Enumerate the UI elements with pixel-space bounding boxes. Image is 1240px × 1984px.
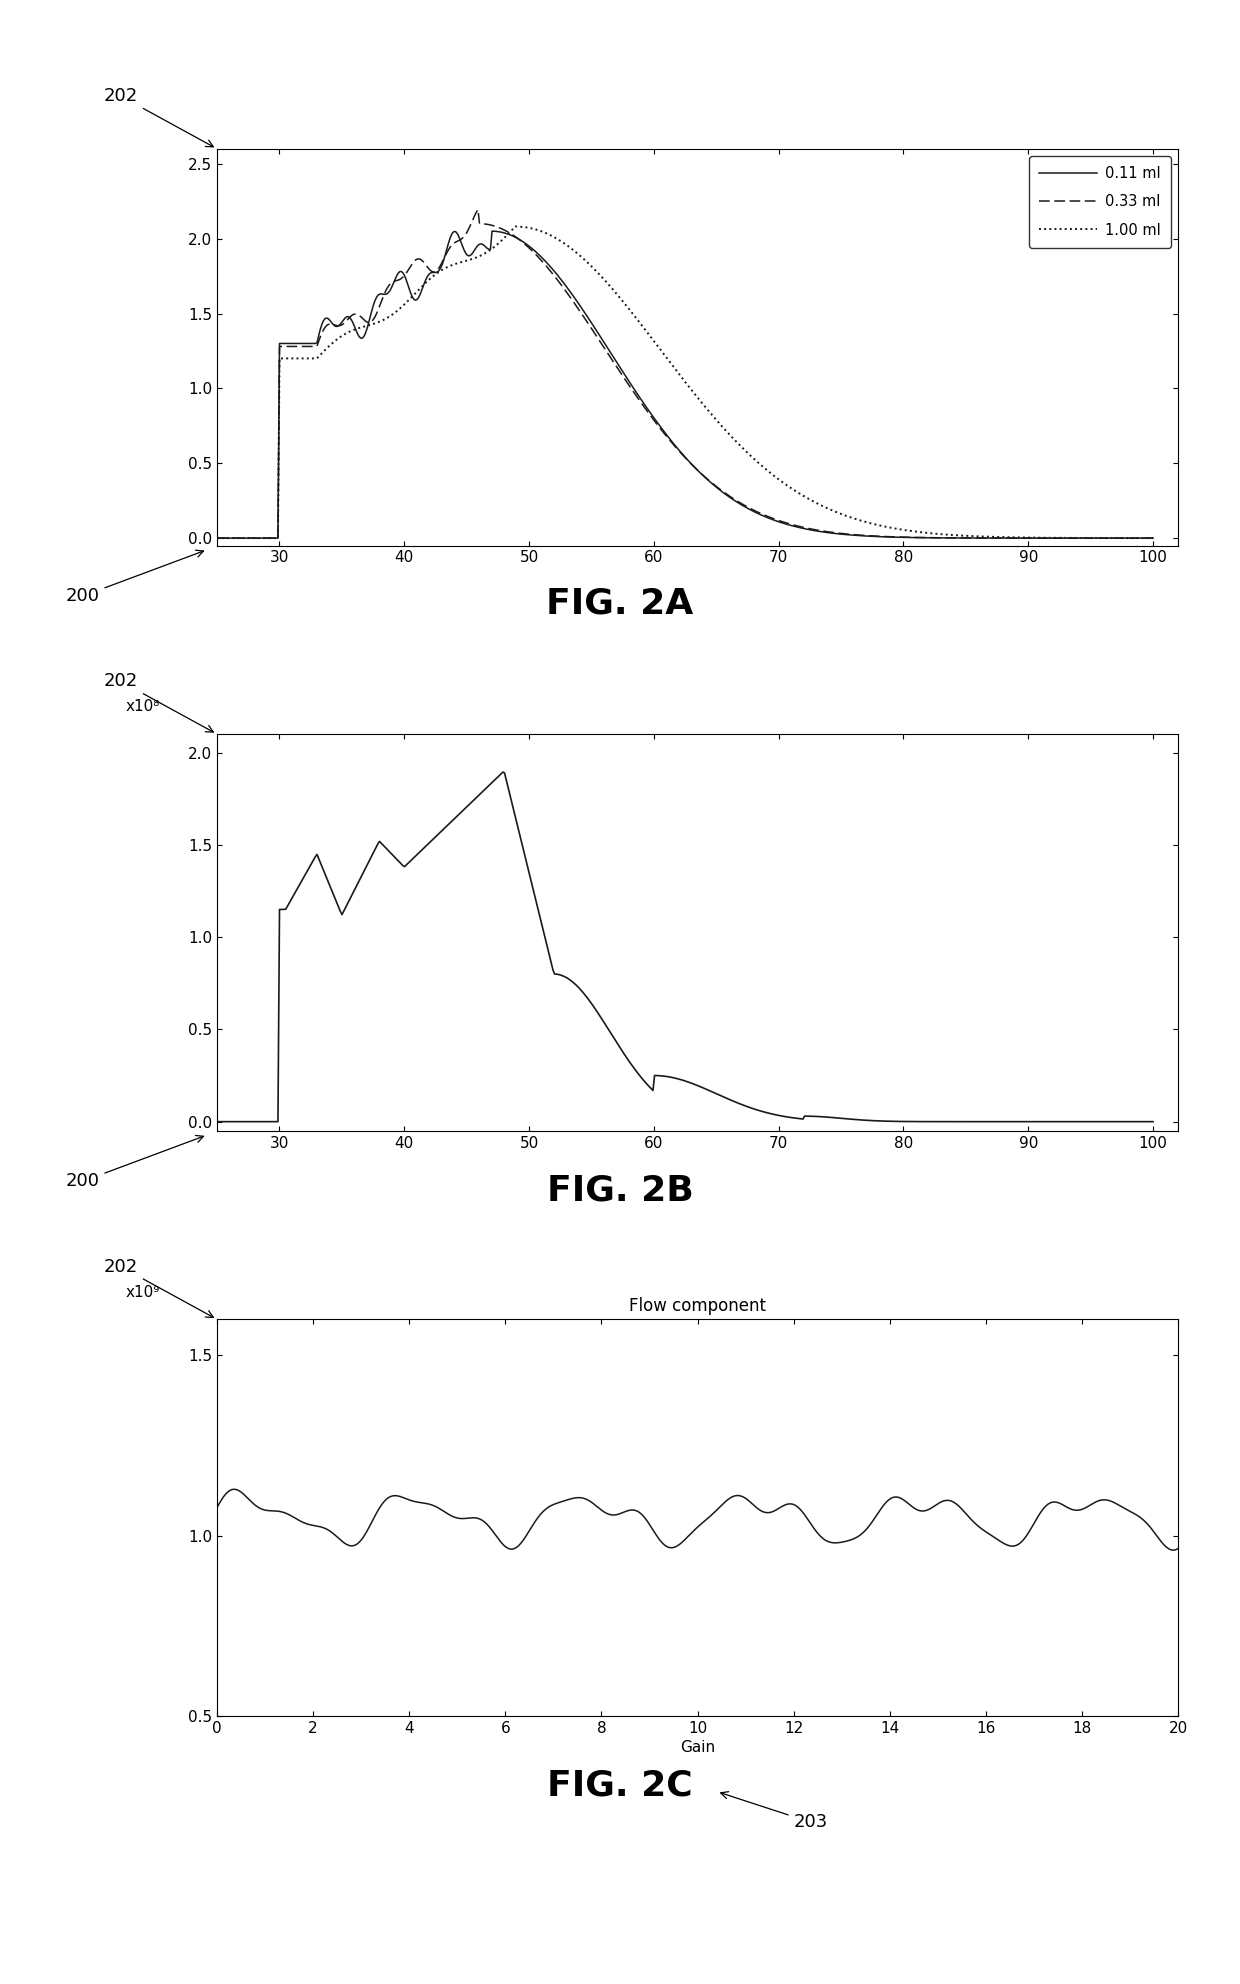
- Legend: 0.11 ml, 0.33 ml, 1.00 ml: 0.11 ml, 0.33 ml, 1.00 ml: [1029, 157, 1171, 248]
- Text: FIG. 2B: FIG. 2B: [547, 1173, 693, 1208]
- X-axis label: Gain: Gain: [680, 1740, 715, 1756]
- Text: 202: 202: [104, 87, 213, 147]
- Text: 202: 202: [104, 673, 213, 732]
- Text: x10⁸: x10⁸: [125, 698, 160, 714]
- Text: 200: 200: [66, 1135, 203, 1190]
- Text: FIG. 2C: FIG. 2C: [547, 1768, 693, 1803]
- Text: 202: 202: [104, 1258, 213, 1317]
- Text: FIG. 2A: FIG. 2A: [547, 585, 693, 621]
- Text: 200: 200: [66, 550, 203, 605]
- Text: 203: 203: [720, 1792, 828, 1831]
- Text: x10⁹: x10⁹: [125, 1284, 160, 1300]
- Title: Flow component: Flow component: [629, 1298, 766, 1315]
